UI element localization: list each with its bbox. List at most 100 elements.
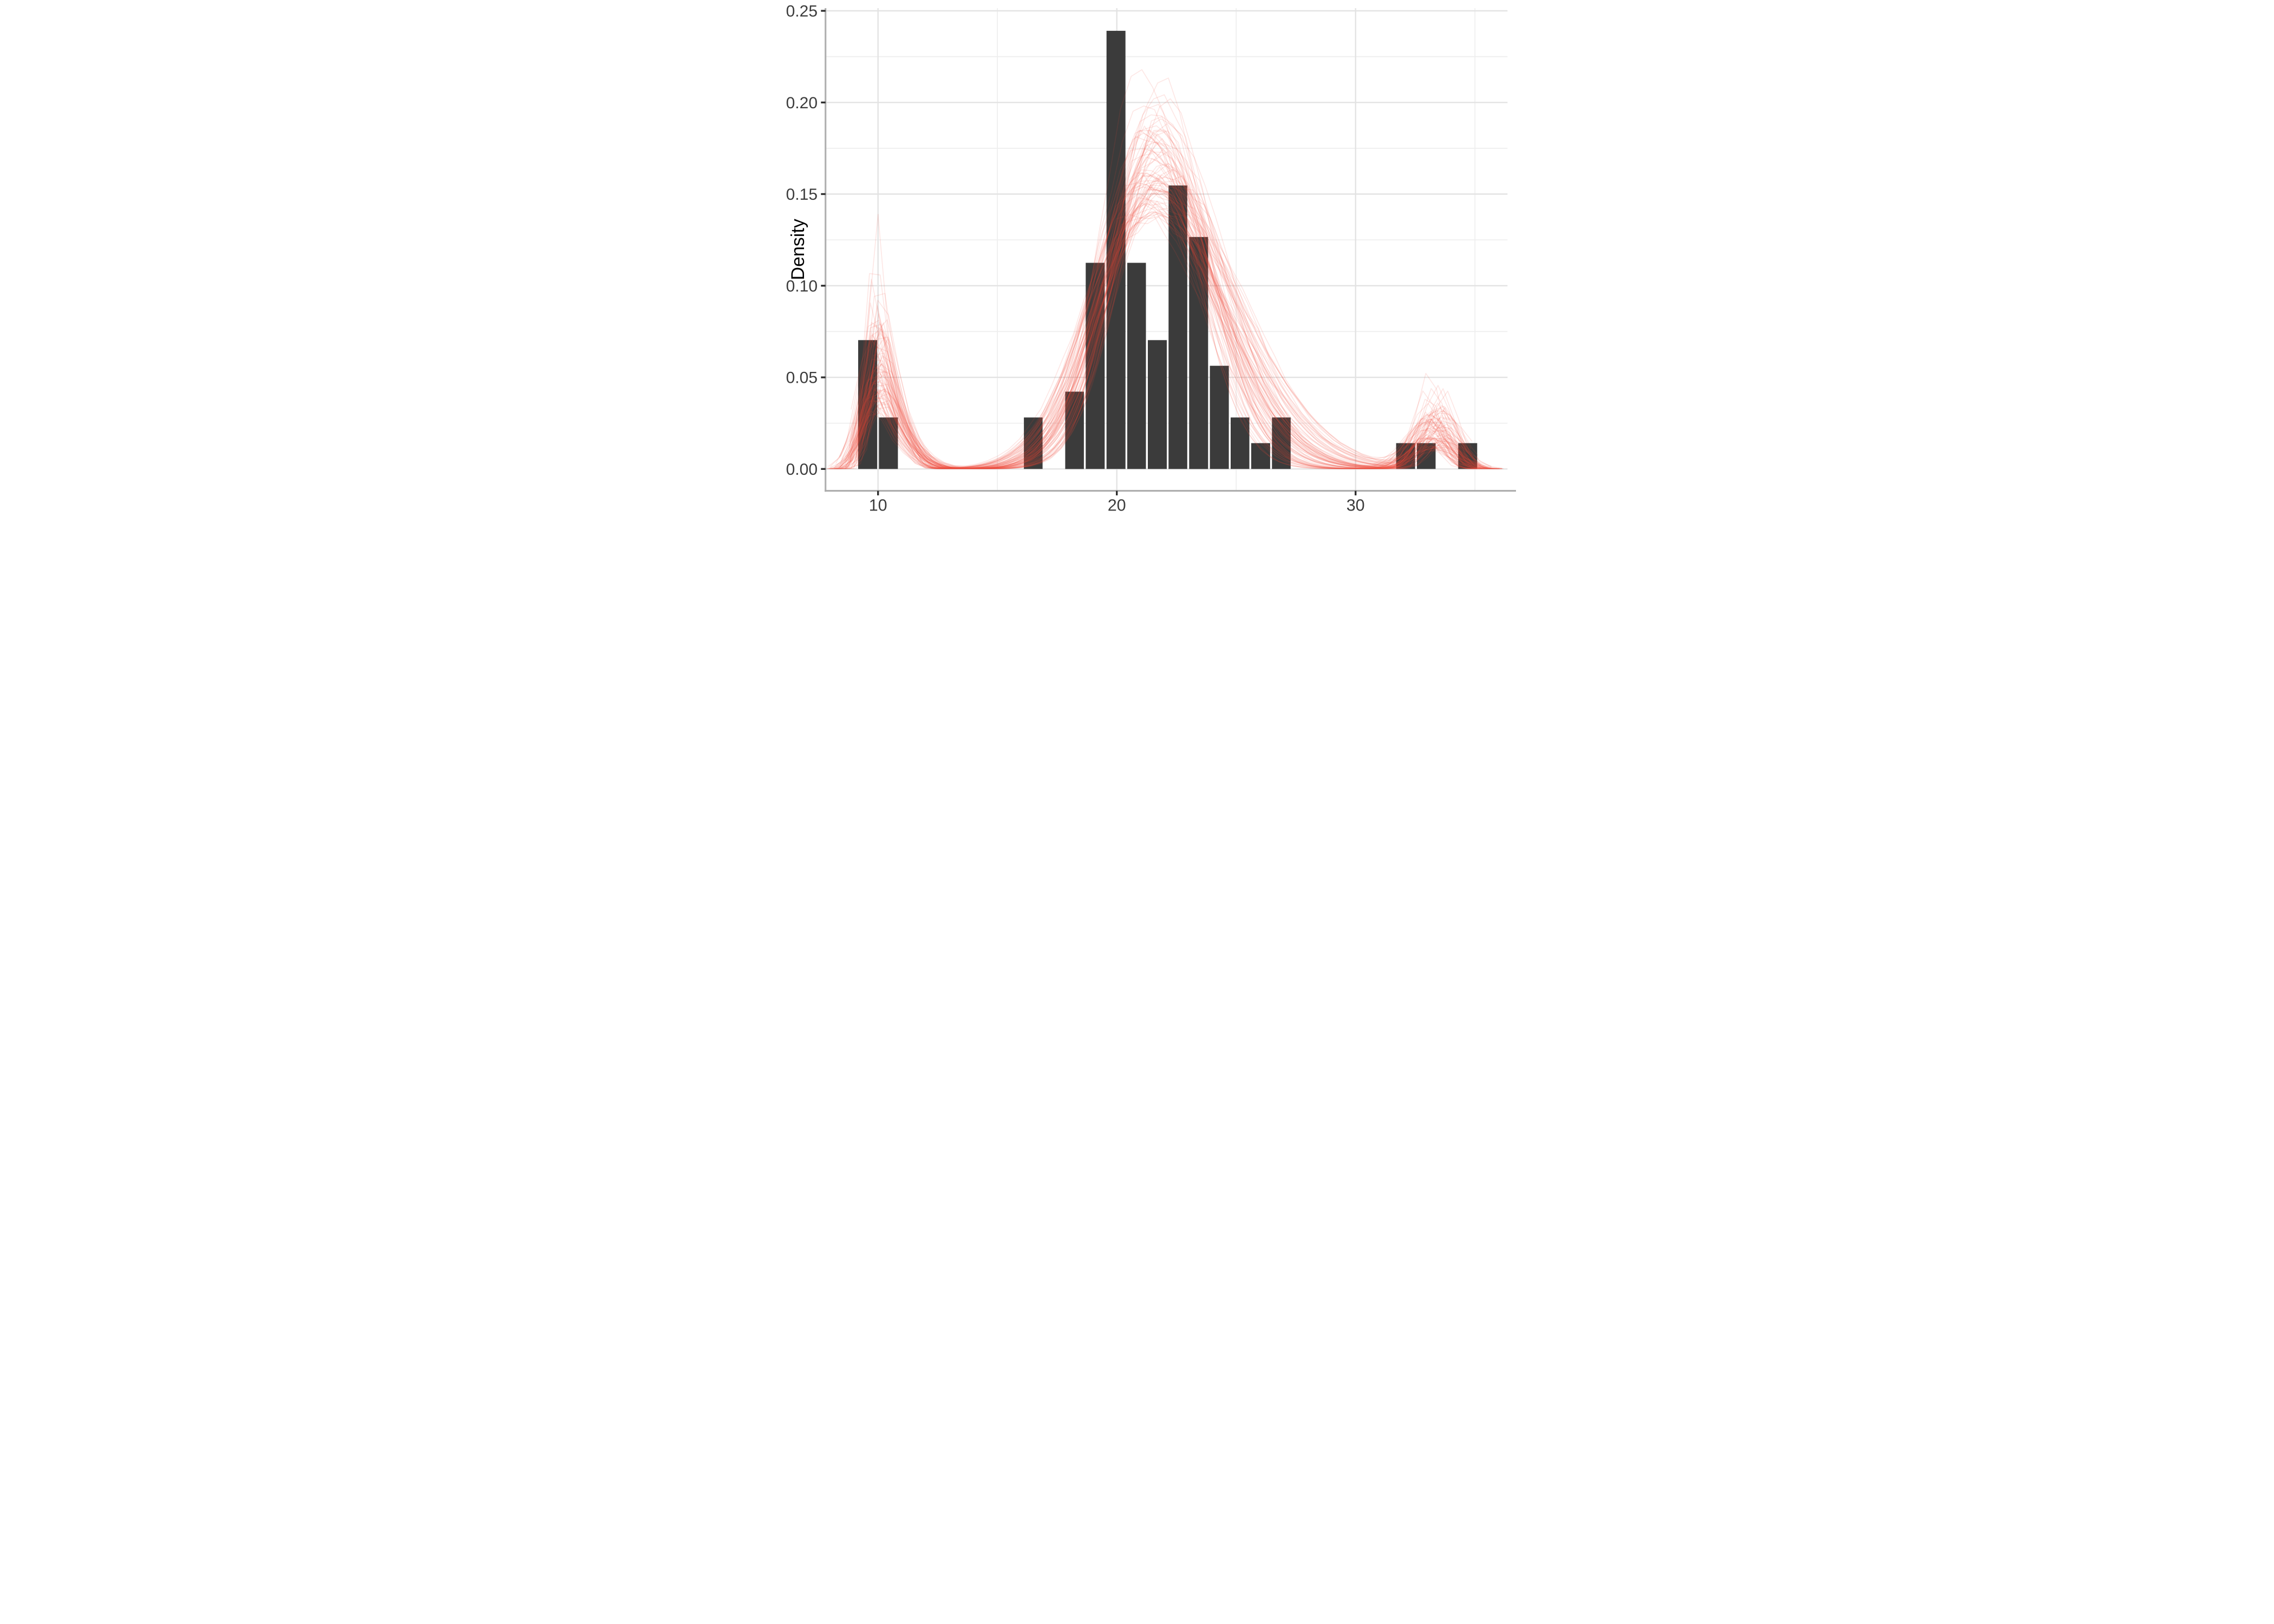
density-curve [838, 180, 1485, 469]
density-curve [826, 211, 1500, 469]
histogram-bar [1251, 443, 1270, 469]
density-curve [844, 123, 1503, 469]
density-curve [835, 202, 1472, 469]
density-curve [833, 125, 1466, 469]
histogram-bars [858, 30, 1478, 469]
gridlines-minor [825, 8, 1508, 491]
y-tick-label: 0.25 [786, 3, 818, 21]
density-curve [828, 174, 1473, 469]
x-axis-tick-labels: 10 20 30 [869, 496, 1365, 515]
axis-tick-marks [821, 10, 1357, 496]
density-curve [840, 169, 1495, 469]
histogram-bar [1417, 443, 1436, 469]
histogram-bar [1086, 263, 1105, 469]
density-curve [845, 200, 1473, 469]
density-curve [845, 163, 1499, 469]
density-curve [847, 149, 1498, 469]
density-curve [834, 198, 1492, 467]
density-curve [841, 186, 1481, 469]
chart-figure: 10 20 30 0.00 0.05 0.10 0.15 0.20 0.25 Density [758, 0, 1516, 541]
density-curve [847, 212, 1502, 469]
density-curve [856, 77, 1499, 469]
density-curve [853, 204, 1468, 469]
density-curve [840, 148, 1481, 469]
density-curve [840, 211, 1500, 469]
histogram-bar [1106, 30, 1126, 469]
density-curve [845, 133, 1471, 469]
density-curve [829, 148, 1500, 469]
density-curve [845, 191, 1502, 469]
y-tick-label: 0.10 [786, 277, 818, 295]
density-curve [851, 169, 1495, 469]
density-curve [846, 103, 1502, 469]
axis-lines [825, 8, 1516, 492]
density-curve [850, 116, 1497, 469]
density-curve [836, 197, 1492, 469]
density-curve [835, 186, 1470, 469]
density-curve [837, 166, 1478, 469]
density-curve [856, 172, 1487, 469]
density-curve [850, 114, 1482, 469]
density-curve [840, 213, 1485, 469]
density-curve [826, 130, 1469, 469]
y-tick-label: 0.00 [786, 461, 818, 479]
density-curve [854, 126, 1500, 469]
density-curve [852, 94, 1494, 469]
histogram-bar [1148, 340, 1167, 469]
density-curve [857, 189, 1489, 469]
density-curve [830, 153, 1482, 469]
density-curve [839, 200, 1479, 469]
density-curve [858, 98, 1474, 469]
density-curve [828, 151, 1478, 469]
y-tick-label: 0.05 [786, 369, 818, 387]
density-curve [839, 138, 1477, 469]
histogram-density-chart: 10 20 30 0.00 0.05 0.10 0.15 0.20 0.25 Density [758, 0, 1516, 541]
histogram-bar [1458, 443, 1478, 469]
x-tick-label: 10 [869, 496, 887, 515]
density-overlay-curves [826, 69, 1504, 469]
density-curve [835, 216, 1492, 468]
density-curve [855, 163, 1488, 469]
density-curve [840, 202, 1492, 469]
density-curve [842, 211, 1502, 469]
histogram-bar [1065, 391, 1084, 469]
density-curve [849, 185, 1469, 469]
density-curve [845, 130, 1492, 469]
density-curve [834, 151, 1491, 469]
density-curve [849, 214, 1488, 468]
density-curve [831, 133, 1474, 469]
density-curve [830, 175, 1493, 469]
histogram-bar [1396, 443, 1415, 469]
histogram-bar [858, 340, 877, 469]
density-curve [857, 174, 1491, 469]
density-curve [853, 130, 1498, 469]
density-curve [834, 206, 1466, 468]
density-curve [828, 188, 1494, 469]
density-curve [834, 189, 1476, 469]
density-curve [845, 136, 1499, 469]
density-curve [834, 156, 1489, 469]
density-curve [844, 182, 1502, 469]
density-curve [831, 214, 1480, 469]
density-curve [841, 172, 1473, 469]
y-axis-tick-labels: 0.00 0.05 0.10 0.15 0.20 0.25 [786, 3, 818, 479]
density-curve [830, 174, 1467, 469]
x-tick-label: 30 [1347, 496, 1365, 515]
density-curve [842, 176, 1472, 469]
density-curve [848, 169, 1467, 469]
histogram-bar [1189, 237, 1208, 469]
histogram-bar [1168, 185, 1187, 469]
histogram-bar [879, 417, 898, 469]
density-curve [848, 192, 1504, 469]
density-curve [837, 129, 1485, 469]
density-curve [853, 105, 1495, 469]
density-curve [856, 172, 1472, 469]
x-tick-label: 20 [1108, 496, 1126, 515]
density-curve [829, 69, 1483, 469]
y-axis-title: Density [788, 219, 808, 280]
histogram-bar [1231, 417, 1250, 469]
y-tick-label: 0.15 [786, 186, 818, 204]
histogram-bar [1127, 263, 1146, 469]
density-curve [829, 193, 1485, 469]
density-curve [849, 129, 1488, 469]
